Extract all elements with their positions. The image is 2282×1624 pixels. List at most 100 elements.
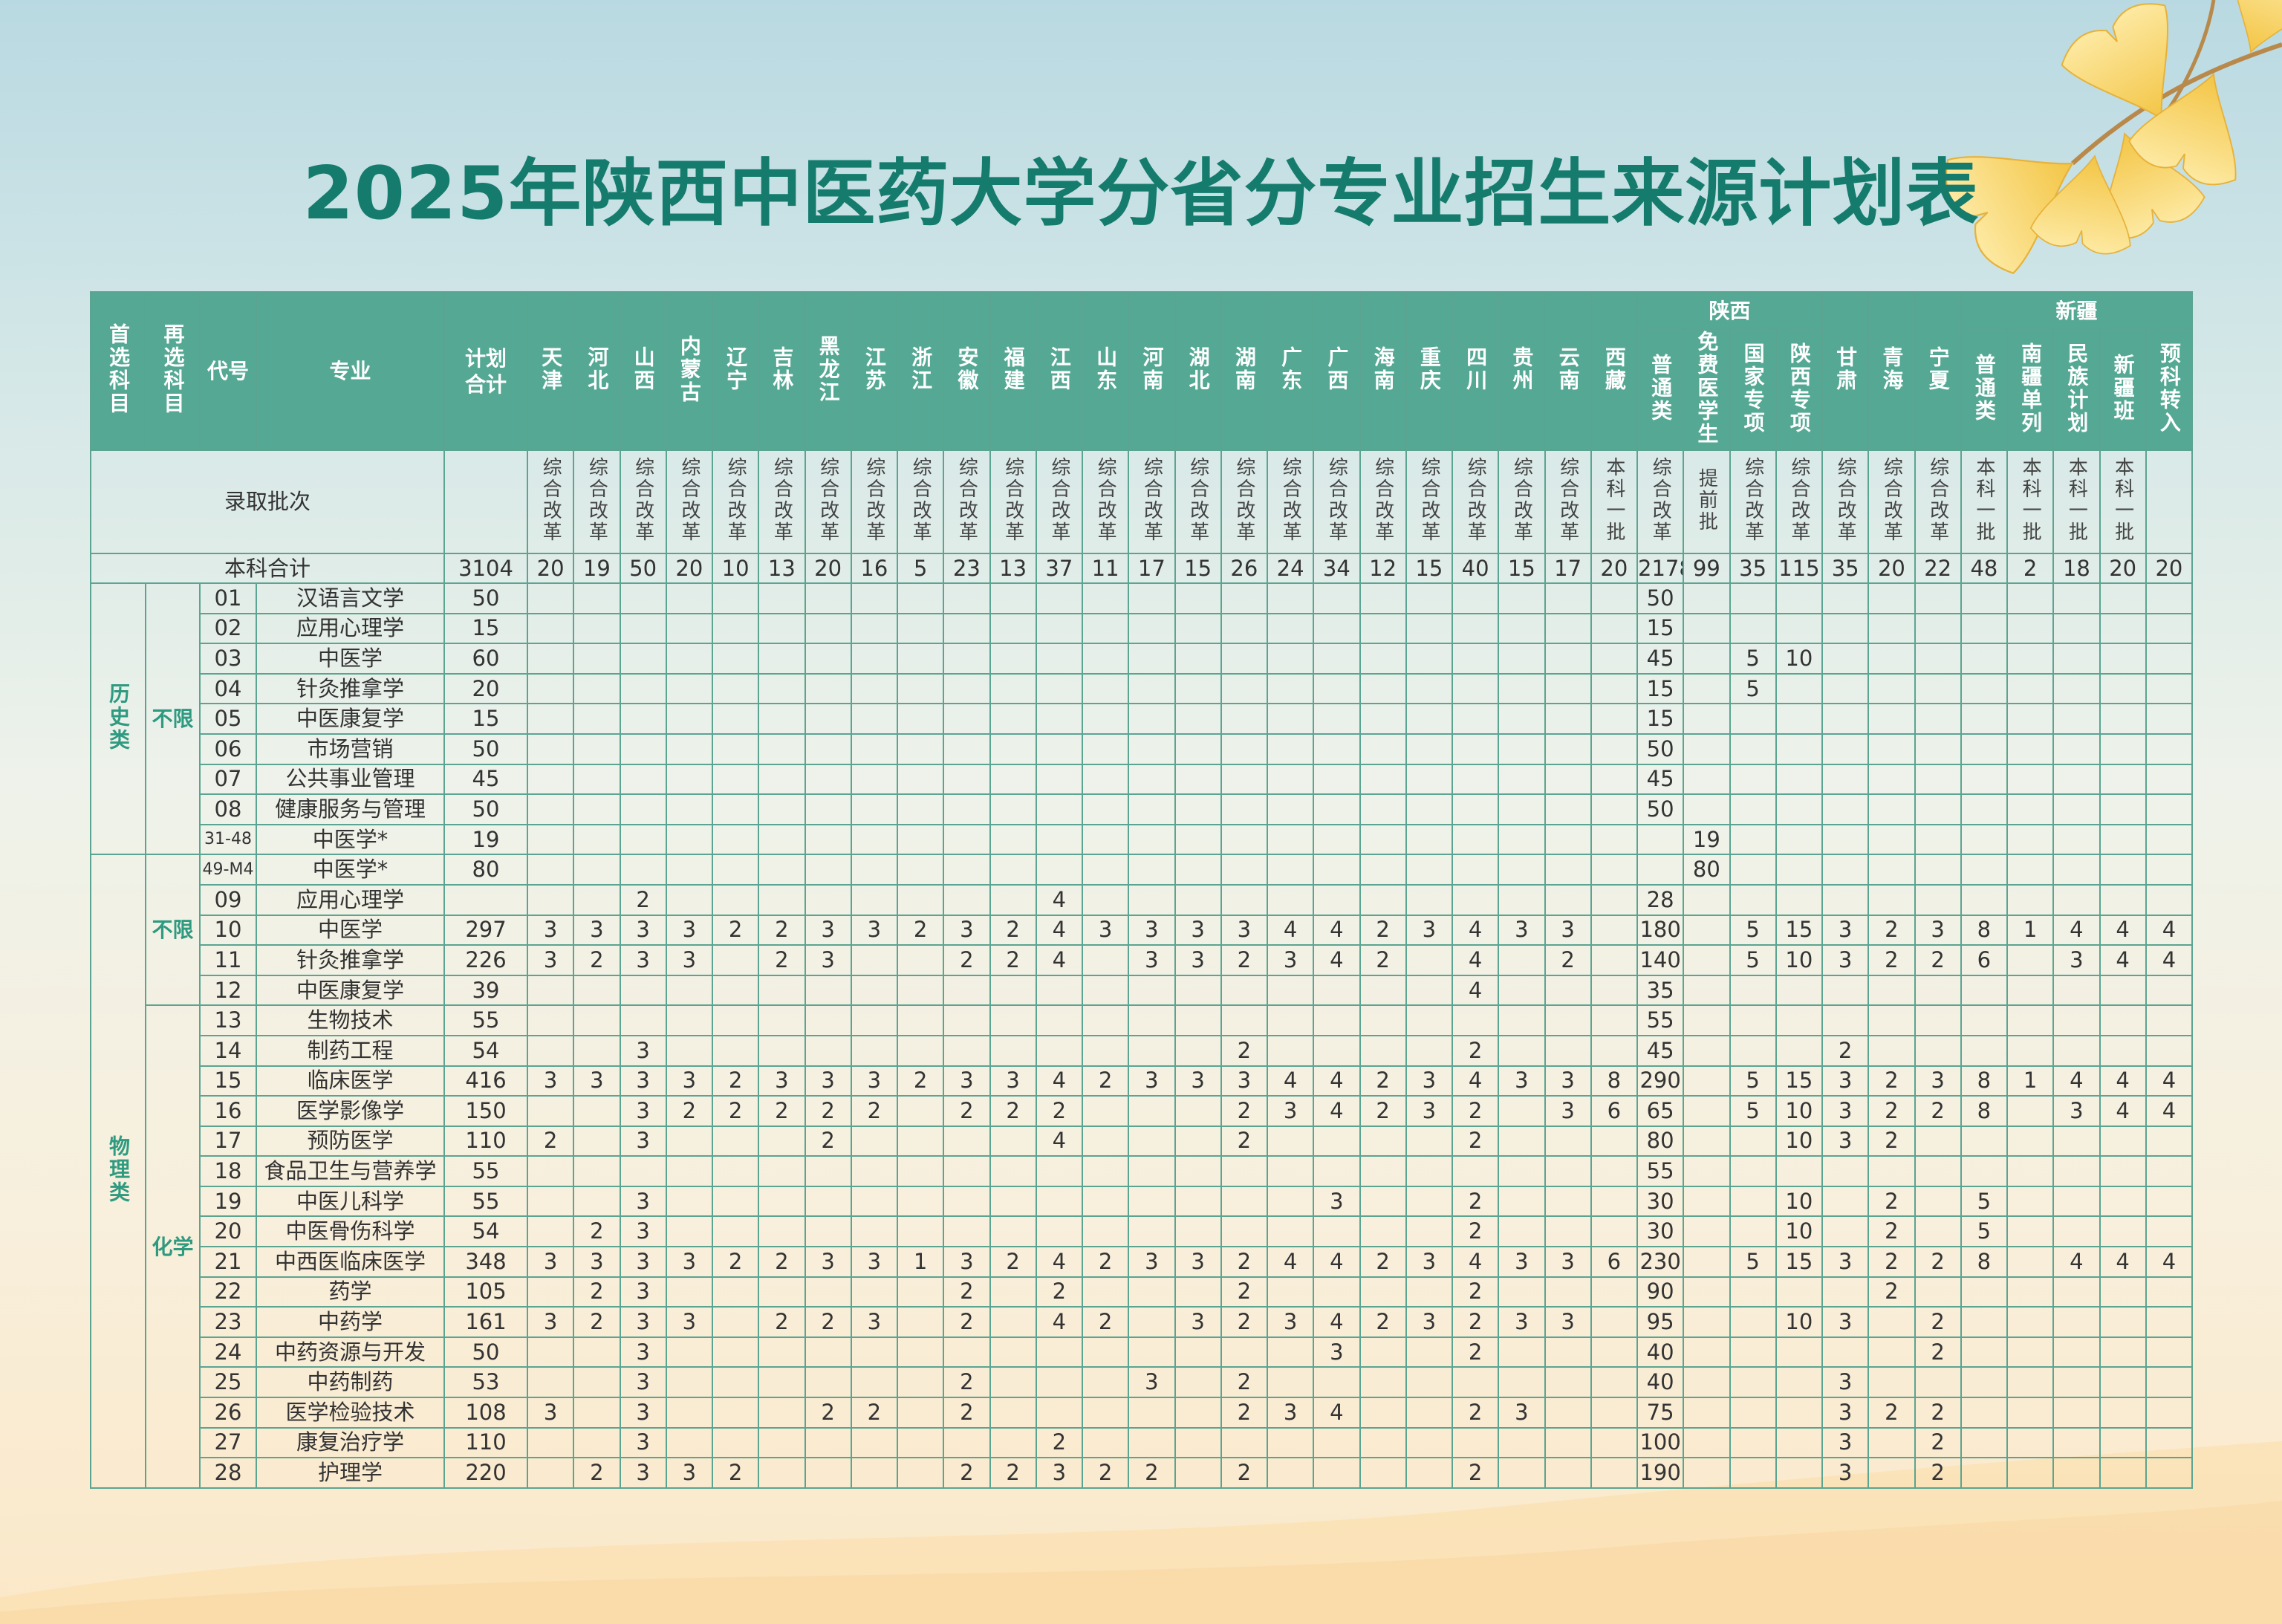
plan-value: 45 [1636, 763, 1685, 796]
cell [1081, 1095, 1130, 1127]
cell [1313, 1276, 1361, 1308]
summary-value: 16 [850, 553, 899, 584]
data-row: 物理类 不限 49-M4 中医学* 80 80 [90, 854, 2194, 1489]
cell [1081, 672, 1130, 705]
plan-value: 3 [1174, 1246, 1222, 1278]
cell [1544, 1276, 1592, 1308]
plan-value: 45 [1636, 643, 1685, 675]
cell [711, 582, 760, 614]
plan-value: 15 [1775, 914, 1824, 946]
header-label: 南疆单列 [2018, 342, 2044, 435]
cell [1128, 823, 1176, 856]
batch-text: 综合改革 [1510, 457, 1533, 543]
summary-value: 12 [1359, 553, 1407, 584]
plan-value: 3 [1498, 1246, 1546, 1278]
batch-cell: 综合改革 [1451, 449, 1500, 554]
cell [2099, 1336, 2147, 1368]
batch-text: 综合改革 [1787, 457, 1810, 543]
cell [1035, 703, 1084, 735]
data-row: 28 护理学 220 2 3 3 2 2 2 3 2 2 2 2 190 3 2 [91, 1457, 2194, 1489]
batch-cell: 综合改革 [989, 449, 1037, 554]
plan-value: 2 [989, 944, 1037, 976]
header-label: 首选科目 [106, 323, 131, 415]
cell [2099, 582, 2147, 614]
cell [665, 582, 714, 614]
cell [2145, 854, 2194, 886]
cell [1081, 1155, 1130, 1187]
plan-value: 8 [1960, 1246, 2009, 1278]
cell [1081, 854, 1130, 886]
cell [850, 733, 899, 765]
batch-cell: 本科一批 [1960, 449, 2009, 554]
cell [1174, 672, 1222, 705]
cell [758, 1215, 806, 1248]
cell [896, 974, 945, 1007]
cell [526, 1095, 575, 1127]
plan-value: 4 [1451, 914, 1500, 946]
summary-total: 3104 [443, 553, 528, 584]
row-total: 15 [443, 703, 528, 735]
cell [1313, 854, 1361, 886]
plan-value: 3 [1544, 914, 1592, 946]
plan-value: 3 [1821, 1426, 1870, 1459]
cell [1081, 763, 1130, 796]
plan-value: 1 [2006, 914, 2055, 946]
cell [1960, 733, 2009, 765]
cell [711, 1366, 760, 1399]
cell [943, 763, 991, 796]
code: 26 [199, 1397, 257, 1429]
cell [711, 1276, 760, 1308]
cell [1313, 883, 1361, 916]
cell [1081, 944, 1130, 976]
cell [665, 1034, 714, 1067]
cell [1313, 1125, 1361, 1157]
cell [989, 793, 1037, 825]
plan-value: 65 [1636, 1095, 1685, 1127]
data-row: 02 应用心理学 15 15 [91, 612, 2194, 645]
summary-value: 17 [1544, 553, 1592, 584]
plan-value: 2 [1544, 944, 1592, 976]
plan-value: 3 [1544, 1246, 1592, 1278]
batch-text: 综合改革 [1279, 457, 1302, 543]
cell [850, 823, 899, 856]
cell [2006, 854, 2055, 886]
title: 2025年陕西中医药大学分省分专业招生来源计划表 [302, 152, 1980, 236]
batch-text: 综合改革 [539, 457, 562, 543]
cell [1914, 1185, 1962, 1218]
plan-value: 3 [1498, 1306, 1546, 1338]
cell [1174, 883, 1222, 916]
plan-value: 2 [1867, 1125, 1916, 1157]
plan-value: 4 [2052, 1065, 2101, 1097]
cell [665, 854, 714, 886]
cell [943, 612, 991, 645]
plan-value: 3 [665, 1065, 714, 1097]
cell [1590, 1366, 1639, 1399]
plan-value: 5 [1729, 944, 1777, 976]
batch-cell: 综合改革 [573, 449, 621, 554]
cell [1128, 854, 1176, 886]
plan-value: 3 [619, 1426, 667, 1459]
cell [1451, 672, 1500, 705]
cell [1775, 823, 1824, 856]
cell [989, 1155, 1037, 1187]
cell [1683, 612, 1731, 645]
cell [1729, 582, 1777, 614]
cell [711, 1426, 760, 1459]
cell [2052, 1306, 2101, 1338]
cell [1590, 733, 1639, 765]
cell [804, 763, 852, 796]
cell [2052, 793, 2101, 825]
summary-value: 13 [758, 553, 806, 584]
cell [573, 733, 621, 765]
plan-value: 2 [1821, 1034, 1870, 1067]
plan-value: 4 [2099, 1246, 2147, 1278]
header-label: 浙江 [908, 346, 934, 392]
code: 03 [199, 643, 257, 675]
cell [2099, 1276, 2147, 1308]
plan-value: 2 [804, 1095, 852, 1127]
plan-value: 5 [1729, 914, 1777, 946]
cell [943, 703, 991, 735]
cell [1914, 883, 1962, 916]
plan-value: 90 [1636, 1276, 1685, 1308]
cell [1128, 1426, 1176, 1459]
